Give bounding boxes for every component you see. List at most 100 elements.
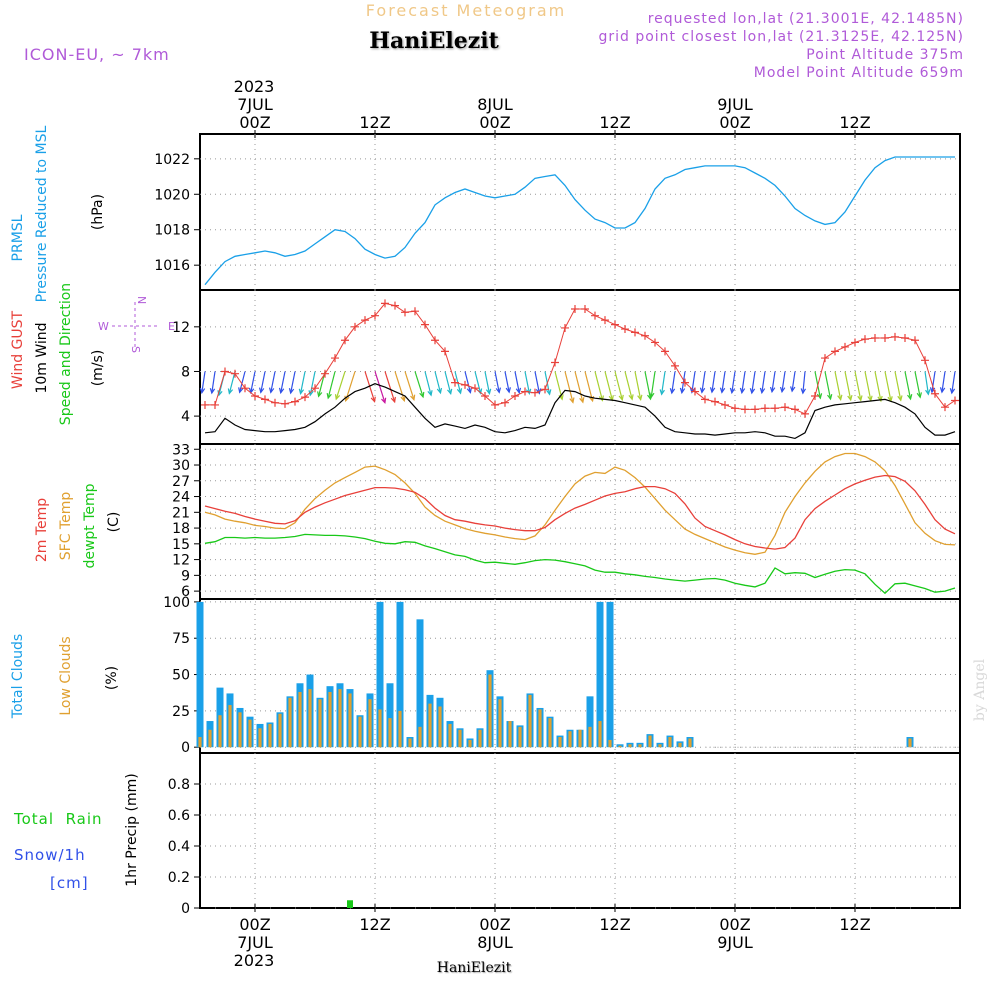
wind-arrow-head: [857, 395, 863, 402]
gust-marker: [521, 387, 529, 396]
gust-marker: [591, 311, 599, 320]
gust-marker: [451, 378, 459, 387]
wind-panel: 4 8 12: [172, 290, 960, 444]
wind-arrow: [394, 371, 405, 401]
wind-arrow-head: [939, 387, 946, 394]
gust-marker: [611, 320, 619, 329]
wind-arrow-head: [679, 387, 686, 395]
gust-marker: [901, 333, 909, 342]
gust-marker: [201, 400, 209, 409]
dewpoint-line: [204, 533, 956, 595]
low-cloud-bar: [308, 689, 312, 748]
low-cloud-bar: [468, 739, 472, 748]
wind-arrow: [624, 371, 633, 400]
wind-arrow-head: [877, 395, 883, 403]
gust-marker: [581, 304, 589, 313]
low-cloud-bar: [618, 745, 622, 748]
y-tick-label: 4: [181, 409, 190, 425]
low-cloud-bar: [908, 738, 912, 748]
chart-subtitle: Forecast Meteogram: [366, 1, 566, 20]
gust-marker: [481, 392, 489, 401]
low-cloud-bar: [678, 742, 682, 748]
total-cloud-bar: [376, 601, 384, 748]
wind-arrow: [290, 371, 296, 394]
y-tick-label: 75: [172, 631, 190, 647]
pressure-label-prmsl: PRMSL: [10, 214, 26, 261]
y-tick-label: 1020: [154, 187, 190, 203]
gust-marker: [951, 396, 959, 405]
clouds-unit: (%): [104, 666, 120, 690]
total-cloud-bar: [596, 601, 604, 748]
wind-arrow-head: [749, 388, 756, 395]
y-tick-label: 50: [172, 668, 190, 684]
low-cloud-bar: [278, 713, 282, 748]
temp-2m-label: 2m Temp: [34, 498, 50, 562]
pressure-line: [204, 156, 955, 286]
gust-marker: [341, 336, 349, 345]
bottom-tick-label: 00Z: [239, 915, 270, 934]
wind-arrow-head: [370, 396, 376, 403]
wind-arrow-head: [699, 387, 706, 394]
gust-marker: [281, 399, 289, 408]
y-tick-label: 1016: [154, 258, 190, 274]
wind-arrow-head: [278, 387, 285, 395]
y-tick-label: 1022: [154, 152, 190, 168]
wind-arrow-head: [719, 387, 726, 394]
gust-marker: [821, 354, 829, 363]
y-tick-label: 6: [181, 584, 190, 600]
wind-arrow-head: [546, 389, 552, 396]
precip-y-ticks: 0 0.2 0.4 0.6 0.8: [168, 777, 200, 917]
wind-arrow: [374, 371, 386, 403]
gust-marker: [501, 398, 509, 407]
wind-arrow: [711, 371, 716, 393]
low-cloud-bar: [458, 729, 462, 748]
clouds-y-ticks: 0 25 50 75 100: [163, 595, 200, 756]
total-cloud-bar: [196, 601, 204, 748]
wind-arrow-head: [759, 387, 766, 395]
gust-marker: [881, 333, 889, 342]
low-cloud-bar: [318, 699, 322, 748]
gust-marker: [551, 358, 559, 367]
wind-arrow-head: [637, 394, 643, 402]
wind-arrow: [802, 371, 806, 394]
wind-arrow: [644, 371, 652, 400]
bottom-tick-label: 00Z: [719, 915, 750, 934]
gust-marker: [291, 397, 299, 406]
gust-marker: [511, 392, 519, 401]
total-cloud-bar: [586, 696, 594, 748]
wind-arrow: [731, 371, 736, 393]
gust-marker: [851, 338, 859, 347]
y-tick-label: 100: [163, 595, 190, 611]
low-cloud-bar: [198, 737, 202, 748]
wind-arrow-head: [569, 397, 575, 404]
low-cloud-bar: [448, 723, 452, 748]
total-clouds-label: Total Clouds: [10, 634, 26, 719]
wind-arrow-head: [579, 397, 585, 404]
wind-arrow: [494, 371, 500, 393]
station-title: HaniElezit: [369, 28, 499, 54]
gust-marker: [331, 354, 339, 363]
panel-frame: [199, 133, 961, 291]
wind-direction-arrows: [199, 371, 956, 405]
gust-marker: [241, 384, 249, 393]
gust-marker: [641, 331, 649, 340]
wind-arrow-head: [419, 391, 425, 399]
precip-grid: [200, 753, 960, 909]
low-cloud-bar: [218, 715, 222, 748]
low-cloud-bar: [548, 718, 552, 748]
compass-icon: W E N S: [98, 296, 175, 353]
wind-arrow-head: [505, 387, 511, 394]
wind-arrow-head: [317, 391, 323, 398]
wind-arrow-head: [495, 387, 502, 394]
top-tick-label: 00Z: [239, 113, 270, 132]
gust-marker: [671, 361, 679, 370]
bottom-tick-label: 00Z: [479, 915, 510, 934]
wind-arrow: [335, 371, 346, 400]
wind-arrow-head: [217, 390, 223, 397]
low-cloud-bar: [378, 709, 382, 748]
wind-arrow: [514, 371, 520, 393]
requested-coordinates: requested lon,lat (21.3001E, 42.1485N): [648, 11, 964, 27]
wind-arrow-head: [308, 390, 314, 397]
wind-arrow-head: [907, 394, 913, 401]
